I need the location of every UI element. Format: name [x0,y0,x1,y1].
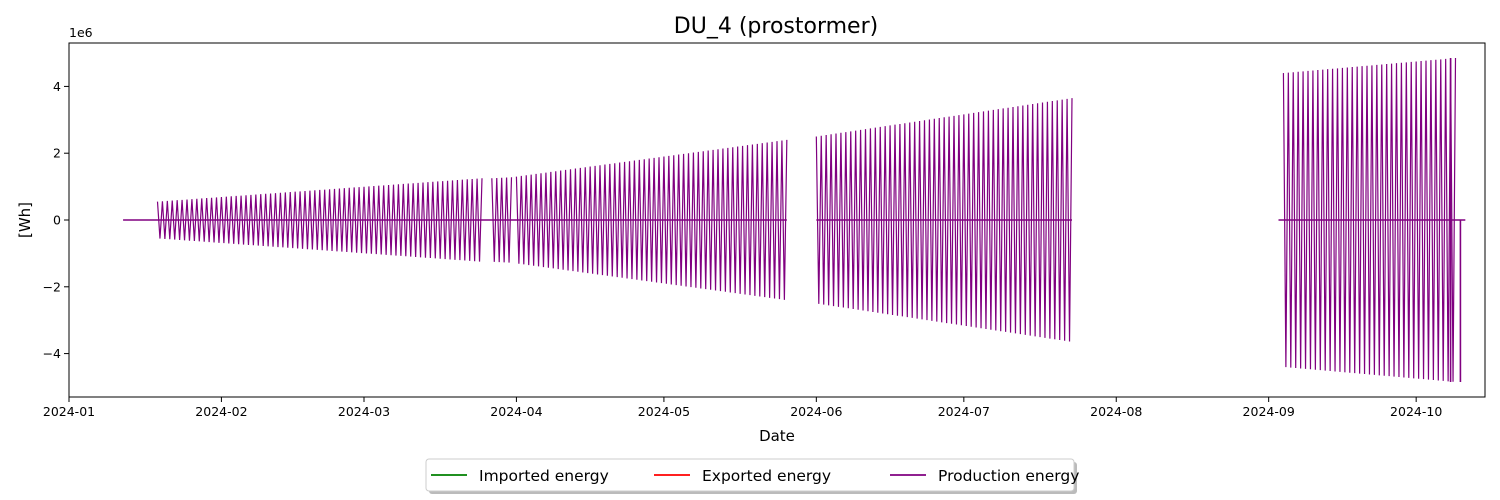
series-layer [123,58,1466,382]
y-scale-label: 1e6 [69,25,93,40]
y-tick-label: 0 [53,213,61,228]
x-tick-label: 2024-03 [338,404,390,419]
production-series-segment [815,98,1073,342]
y-axis-label: [Wh] [16,202,34,238]
production-series-segment [515,139,788,300]
x-tick-label: 2024-02 [195,404,247,419]
production-series-segment [491,177,513,263]
chart-title: DU_4 (prostormer) [674,14,878,39]
x-tick-label: 2024-04 [490,404,542,419]
y-tick-label: −2 [43,279,61,294]
x-axis-label: Date [759,427,795,445]
legend-frame [425,458,1075,492]
x-tick-label: 2024-08 [1090,404,1142,419]
legend-label: Production energy [938,467,1079,485]
x-tick-label: 2024-09 [1243,404,1295,419]
legend-items: Imported energy Exported energy Production… [431,467,1079,485]
legend: Imported energy Exported energy Production… [425,458,1079,494]
legend-label: Exported energy [702,467,831,485]
x-tick-label: 2024-10 [1390,404,1442,419]
production-series-segment [1282,58,1457,382]
production-series-segment [156,178,483,262]
legend-label: Imported energy [479,467,609,485]
y-tick-label: −4 [43,346,61,361]
x-tick-label: 2024-01 [43,404,95,419]
x-tick-label: 2024-07 [938,404,990,419]
y-tick-label: 4 [53,79,61,94]
x-tick-label: 2024-05 [638,404,690,419]
y-tick-label: 2 [53,146,61,161]
x-tick-label: 2024-06 [790,404,842,419]
y-axis: −4 −2 0 2 4 [43,79,69,361]
x-axis: 2024-01 2024-02 2024-03 2024-04 2024-05 2024-… [43,397,1442,419]
